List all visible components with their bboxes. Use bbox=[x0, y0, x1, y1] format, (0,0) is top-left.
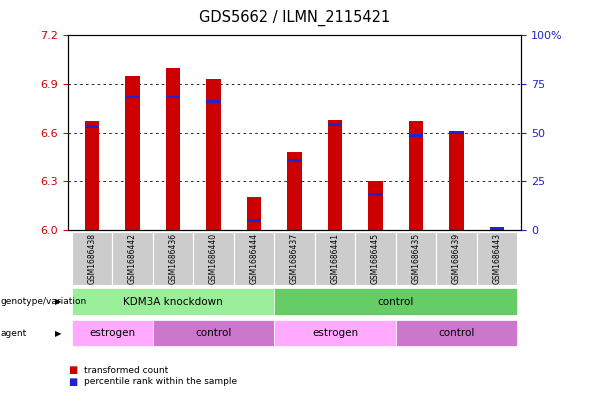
Bar bbox=[72, 288, 274, 315]
Bar bbox=[436, 232, 477, 285]
Bar bbox=[328, 123, 342, 126]
Bar bbox=[409, 121, 423, 230]
Bar bbox=[328, 120, 342, 230]
Bar bbox=[368, 181, 383, 230]
Bar bbox=[153, 232, 193, 285]
Bar bbox=[72, 232, 112, 285]
Text: GSM1686445: GSM1686445 bbox=[371, 233, 380, 284]
Bar bbox=[85, 125, 99, 128]
Text: control: control bbox=[196, 328, 231, 338]
Bar bbox=[274, 288, 517, 315]
Bar bbox=[247, 198, 261, 230]
Text: KDM3A knockdown: KDM3A knockdown bbox=[123, 297, 223, 307]
Bar bbox=[274, 320, 396, 346]
Bar bbox=[368, 193, 383, 196]
Text: GSM1686438: GSM1686438 bbox=[88, 233, 97, 284]
Bar bbox=[153, 320, 274, 346]
Bar bbox=[193, 232, 234, 285]
Text: ■: ■ bbox=[68, 377, 77, 387]
Bar bbox=[287, 152, 302, 230]
Text: GSM1686444: GSM1686444 bbox=[250, 233, 259, 284]
Text: control: control bbox=[438, 328, 475, 338]
Text: transformed count: transformed count bbox=[84, 366, 168, 375]
Bar bbox=[409, 134, 423, 137]
Bar bbox=[125, 76, 140, 230]
Bar bbox=[274, 232, 315, 285]
Text: GDS5662 / ILMN_2115421: GDS5662 / ILMN_2115421 bbox=[199, 10, 390, 26]
Bar bbox=[72, 320, 153, 346]
Text: GSM1686443: GSM1686443 bbox=[492, 233, 501, 284]
Text: ■: ■ bbox=[68, 365, 77, 375]
Bar bbox=[166, 68, 180, 230]
Text: GSM1686437: GSM1686437 bbox=[290, 233, 299, 284]
Text: GSM1686436: GSM1686436 bbox=[168, 233, 177, 284]
Bar bbox=[355, 232, 396, 285]
Text: estrogen: estrogen bbox=[312, 328, 358, 338]
Bar bbox=[125, 95, 140, 98]
Bar bbox=[166, 95, 180, 98]
Bar bbox=[477, 232, 517, 285]
Bar bbox=[490, 227, 504, 230]
Text: GSM1686439: GSM1686439 bbox=[452, 233, 461, 284]
Text: agent: agent bbox=[1, 329, 27, 338]
Text: GSM1686442: GSM1686442 bbox=[128, 233, 137, 284]
Text: genotype/variation: genotype/variation bbox=[1, 297, 87, 306]
Text: ▶: ▶ bbox=[55, 297, 62, 306]
Text: GSM1686435: GSM1686435 bbox=[412, 233, 421, 284]
Bar bbox=[206, 79, 221, 230]
Bar bbox=[396, 320, 517, 346]
Text: GSM1686440: GSM1686440 bbox=[209, 233, 218, 284]
Text: ▶: ▶ bbox=[55, 329, 62, 338]
Bar bbox=[490, 227, 504, 230]
Bar bbox=[206, 100, 221, 103]
Text: percentile rank within the sample: percentile rank within the sample bbox=[84, 378, 237, 386]
Bar bbox=[247, 219, 261, 222]
Text: control: control bbox=[378, 297, 414, 307]
Bar bbox=[449, 133, 464, 230]
Bar bbox=[315, 232, 355, 285]
Text: GSM1686441: GSM1686441 bbox=[330, 233, 339, 284]
Bar bbox=[449, 131, 464, 134]
Bar bbox=[85, 121, 99, 230]
Text: estrogen: estrogen bbox=[89, 328, 135, 338]
Bar bbox=[396, 232, 436, 285]
Bar bbox=[287, 159, 302, 162]
Bar bbox=[234, 232, 274, 285]
Bar bbox=[112, 232, 153, 285]
